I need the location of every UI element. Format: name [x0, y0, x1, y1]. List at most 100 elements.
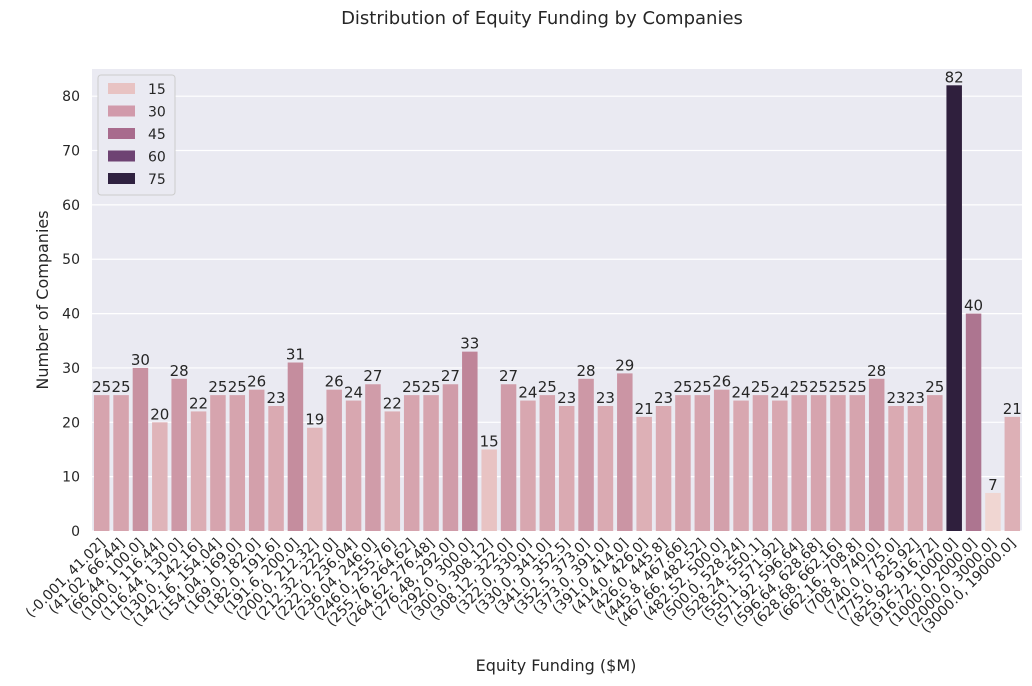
y-tick-label: 0 [71, 524, 80, 540]
bar-value-label: 22 [189, 394, 208, 412]
chart-title: Distribution of Equity Funding by Compan… [341, 8, 743, 29]
bar [462, 351, 478, 531]
x-axis-ticks: (-0.001, 41.02](41.02, 66.44](66.44, 100… [23, 536, 1019, 637]
bar-value-label: 21 [1003, 400, 1022, 418]
bar [113, 395, 129, 531]
bar [617, 373, 633, 531]
legend-swatch [108, 128, 135, 139]
bar-value-label: 25 [112, 378, 131, 396]
bar [190, 411, 207, 531]
bar [171, 378, 187, 531]
bar [307, 427, 323, 531]
bar [888, 405, 904, 531]
y-tick-label: 20 [62, 415, 80, 431]
bar [210, 395, 226, 531]
bar [268, 405, 284, 531]
bar [229, 395, 246, 531]
bar [868, 378, 885, 531]
bar [1004, 416, 1021, 531]
bar [481, 449, 497, 531]
bar [907, 405, 924, 531]
bar [558, 405, 575, 531]
bar [520, 400, 536, 531]
bar [655, 405, 672, 531]
bar-value-label: 23 [887, 389, 906, 407]
bar-value-label: 26 [712, 373, 731, 391]
bar [985, 492, 1001, 531]
y-tick-label: 10 [62, 470, 80, 486]
bar [152, 422, 168, 531]
bar-value-label: 15 [480, 432, 499, 450]
bar [93, 395, 110, 531]
y-tick-label: 50 [62, 252, 80, 268]
bar-value-label: 23 [557, 389, 576, 407]
legend-label: 15 [148, 82, 166, 98]
bar [365, 384, 381, 531]
bar-value-label: 25 [208, 378, 227, 396]
bar-value-label: 24 [518, 384, 537, 402]
bar-value-label: 25 [809, 378, 828, 396]
y-tick-label: 80 [62, 89, 80, 105]
bar-value-label: 25 [673, 378, 692, 396]
bar-value-label: 22 [383, 394, 402, 412]
bar [539, 395, 556, 531]
legend-swatch [108, 83, 135, 94]
bar-value-label: 25 [751, 378, 770, 396]
bar [442, 384, 459, 531]
legend-box [97, 74, 176, 196]
bar [345, 400, 362, 531]
bar-value-label: 23 [906, 389, 925, 407]
bar-value-label: 33 [460, 335, 479, 353]
bar [675, 395, 691, 531]
bar [384, 411, 401, 531]
bar-value-label: 29 [615, 356, 634, 374]
legend-swatch [108, 173, 135, 184]
y-axis-label: Number of Companies [33, 210, 52, 389]
bar [965, 313, 982, 531]
legend-label: 45 [148, 127, 166, 143]
bar-value-label: 23 [654, 389, 673, 407]
bars [93, 85, 1021, 532]
bar [810, 395, 827, 531]
bar-value-label: 25 [848, 378, 867, 396]
bar [132, 367, 149, 531]
y-tick-label: 30 [62, 361, 80, 377]
bar-value-label: 31 [286, 346, 305, 364]
bar [946, 85, 962, 532]
bar-value-label: 25 [538, 378, 557, 396]
bar-value-label: 20 [150, 405, 169, 423]
bar-value-label: 82 [945, 68, 964, 86]
legend-swatch [108, 150, 135, 162]
bar [694, 395, 711, 531]
bar [636, 416, 652, 531]
bar-value-label: 24 [770, 384, 789, 402]
bar-value-label: 30 [131, 351, 150, 369]
bar-value-label: 25 [790, 378, 809, 396]
bar-value-label: 40 [964, 297, 983, 315]
bar-value-label: 25 [828, 378, 847, 396]
bar [423, 395, 439, 531]
bar-value-label: 25 [228, 378, 247, 396]
legend-label: 30 [148, 105, 166, 121]
grid-lines [92, 95, 1022, 532]
legend-label: 60 [148, 150, 166, 166]
bar [733, 400, 749, 531]
plot-area [92, 69, 1022, 531]
bar [597, 405, 614, 531]
bar [578, 378, 594, 531]
bar-value-label: 28 [170, 362, 189, 380]
bar [287, 362, 304, 531]
bar-value-label: 28 [867, 362, 886, 380]
bar-value-label: 28 [577, 362, 596, 380]
bar-value-label: 25 [422, 378, 441, 396]
bar-value-label: 21 [635, 400, 654, 418]
y-axis-ticks: 0 10 20 30 40 50 60 70 80 [62, 89, 80, 540]
bar-value-label: 25 [92, 378, 111, 396]
bar-value-label: 24 [732, 384, 751, 402]
x-axis-label: Equity Funding ($M) [476, 656, 637, 675]
bar-value-label: 7 [988, 476, 998, 494]
y-tick-label: 60 [62, 198, 80, 214]
bar [772, 400, 788, 531]
